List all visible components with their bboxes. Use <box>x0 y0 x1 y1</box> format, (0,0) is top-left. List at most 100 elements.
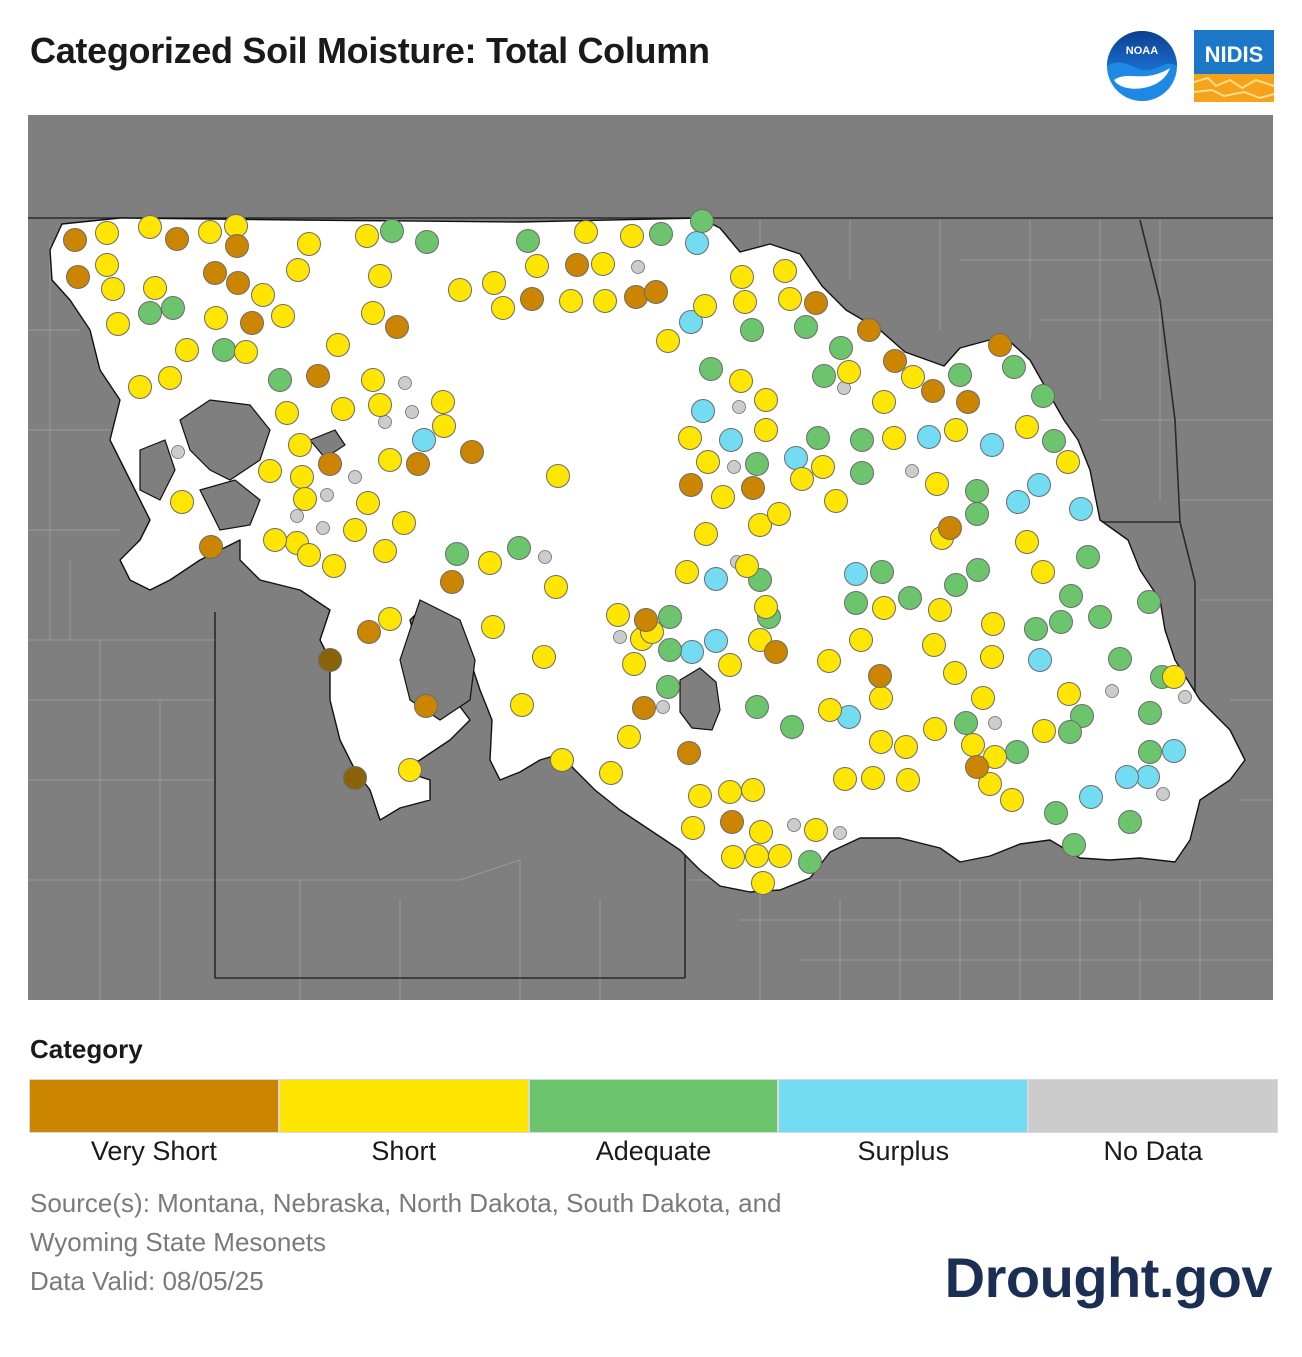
soil-moisture-map[interactable] <box>28 115 1273 1000</box>
station-marker-very-short[interactable] <box>868 664 892 688</box>
station-marker-short[interactable] <box>1056 450 1080 474</box>
station-marker-short[interactable] <box>733 290 757 314</box>
legend-swatch-very-short[interactable] <box>29 1079 279 1133</box>
station-marker-short[interactable] <box>431 390 455 414</box>
station-marker-short[interactable] <box>944 418 968 442</box>
station-marker-surplus[interactable] <box>1136 765 1160 789</box>
station-marker-surplus[interactable] <box>691 399 715 423</box>
station-marker-short[interactable] <box>721 845 745 869</box>
station-marker-short[interactable] <box>620 224 644 248</box>
station-marker-short[interactable] <box>901 365 925 389</box>
station-marker-short[interactable] <box>943 661 967 685</box>
station-marker-surplus[interactable] <box>704 567 728 591</box>
station-marker-short[interactable] <box>748 628 772 652</box>
station-marker-short[interactable] <box>510 693 534 717</box>
station-marker-very-short[interactable] <box>634 608 658 632</box>
station-marker-short[interactable] <box>811 455 835 479</box>
station-marker-short[interactable] <box>817 649 841 673</box>
station-marker-short[interactable] <box>981 612 1005 636</box>
station-marker-surplus[interactable] <box>844 562 868 586</box>
station-marker-short[interactable] <box>251 283 275 307</box>
station-marker-short[interactable] <box>606 603 630 627</box>
station-marker-short[interactable] <box>574 220 598 244</box>
station-marker-short[interactable] <box>751 871 775 895</box>
station-marker-no-data[interactable] <box>656 700 670 714</box>
station-marker-very-short[interactable] <box>63 228 87 252</box>
station-marker-adequate[interactable] <box>745 452 769 476</box>
station-marker-adequate[interactable] <box>745 695 769 719</box>
station-marker-short[interactable] <box>106 312 130 336</box>
legend-swatch-surplus[interactable] <box>778 1079 1029 1133</box>
station-marker-short[interactable] <box>804 818 828 842</box>
station-marker-short[interactable] <box>368 264 392 288</box>
station-marker-very-short[interactable] <box>644 280 668 304</box>
station-marker-short[interactable] <box>824 489 848 513</box>
station-marker-adequate[interactable] <box>1070 704 1094 728</box>
station-marker-very-short[interactable] <box>414 694 438 718</box>
station-marker-short[interactable] <box>729 369 753 393</box>
station-marker-short[interactable] <box>482 271 506 295</box>
station-marker-short[interactable] <box>681 816 705 840</box>
station-marker-very-short[interactable] <box>921 379 945 403</box>
station-marker-very-short[interactable] <box>720 810 744 834</box>
station-marker-short[interactable] <box>378 607 402 631</box>
station-marker-very-short[interactable] <box>764 640 788 664</box>
station-marker-short[interactable] <box>432 414 456 438</box>
station-marker-short[interactable] <box>711 485 735 509</box>
station-marker-adequate[interactable] <box>1031 384 1055 408</box>
station-marker-no-data[interactable] <box>727 460 741 474</box>
station-marker-short[interactable] <box>922 633 946 657</box>
station-marker-short[interactable] <box>896 768 920 792</box>
station-marker-adequate[interactable] <box>1042 429 1066 453</box>
station-marker-very-short[interactable] <box>956 390 980 414</box>
station-marker-adequate[interactable] <box>954 711 978 735</box>
station-marker-adequate[interactable] <box>1002 355 1026 379</box>
station-marker-adequate[interactable] <box>806 426 830 450</box>
station-marker-no-data[interactable] <box>787 818 801 832</box>
station-marker-short[interactable] <box>1031 560 1055 584</box>
station-marker-no-data[interactable] <box>988 716 1002 730</box>
station-marker-adequate[interactable] <box>380 219 404 243</box>
station-marker-short[interactable] <box>286 258 310 282</box>
station-marker-short[interactable] <box>980 645 1004 669</box>
station-marker-short[interactable] <box>258 459 282 483</box>
station-marker-very-short[interactable] <box>440 570 464 594</box>
station-marker-surplus[interactable] <box>1027 473 1051 497</box>
station-marker-adequate[interactable] <box>138 301 162 325</box>
station-marker-very-short[interactable] <box>306 364 330 388</box>
station-marker-surplus[interactable] <box>1006 490 1030 514</box>
station-marker-short[interactable] <box>297 232 321 256</box>
station-marker-adequate[interactable] <box>649 222 673 246</box>
noaa-logo-icon[interactable]: NOAA <box>1104 28 1180 104</box>
station-marker-short[interactable] <box>293 487 317 511</box>
station-marker-short[interactable] <box>478 551 502 575</box>
station-marker-short[interactable] <box>138 215 162 239</box>
station-marker-surplus[interactable] <box>412 428 436 452</box>
station-marker-short[interactable] <box>361 301 385 325</box>
station-marker-very-short[interactable] <box>520 287 544 311</box>
station-marker-short[interactable] <box>730 265 754 289</box>
station-marker-adequate[interactable] <box>699 357 723 381</box>
station-marker-short[interactable] <box>675 560 699 584</box>
station-marker-surplus[interactable] <box>680 640 704 664</box>
station-marker-short[interactable] <box>175 338 199 362</box>
station-marker-short[interactable] <box>790 467 814 491</box>
station-marker-surplus[interactable] <box>1028 648 1052 672</box>
station-marker-very-short[interactable] <box>460 440 484 464</box>
nidis-logo-icon[interactable]: NIDIS <box>1194 30 1274 102</box>
station-marker-adequate[interactable] <box>1138 740 1162 764</box>
station-marker-adequate[interactable] <box>965 502 989 526</box>
station-marker-short[interactable] <box>373 539 397 563</box>
station-marker-short[interactable] <box>925 472 949 496</box>
station-marker-short[interactable] <box>735 554 759 578</box>
station-marker-adequate[interactable] <box>445 542 469 566</box>
station-marker-adequate[interactable] <box>658 605 682 629</box>
station-marker-short[interactable] <box>297 543 321 567</box>
station-marker-no-data[interactable] <box>732 400 746 414</box>
station-marker-very-short[interactable] <box>965 755 989 779</box>
brand-link[interactable]: Drought.gov <box>944 1246 1273 1309</box>
station-marker-short[interactable] <box>559 289 583 313</box>
station-marker-adequate[interactable] <box>1059 584 1083 608</box>
station-marker-short[interactable] <box>491 296 515 320</box>
station-marker-short[interactable] <box>849 628 873 652</box>
